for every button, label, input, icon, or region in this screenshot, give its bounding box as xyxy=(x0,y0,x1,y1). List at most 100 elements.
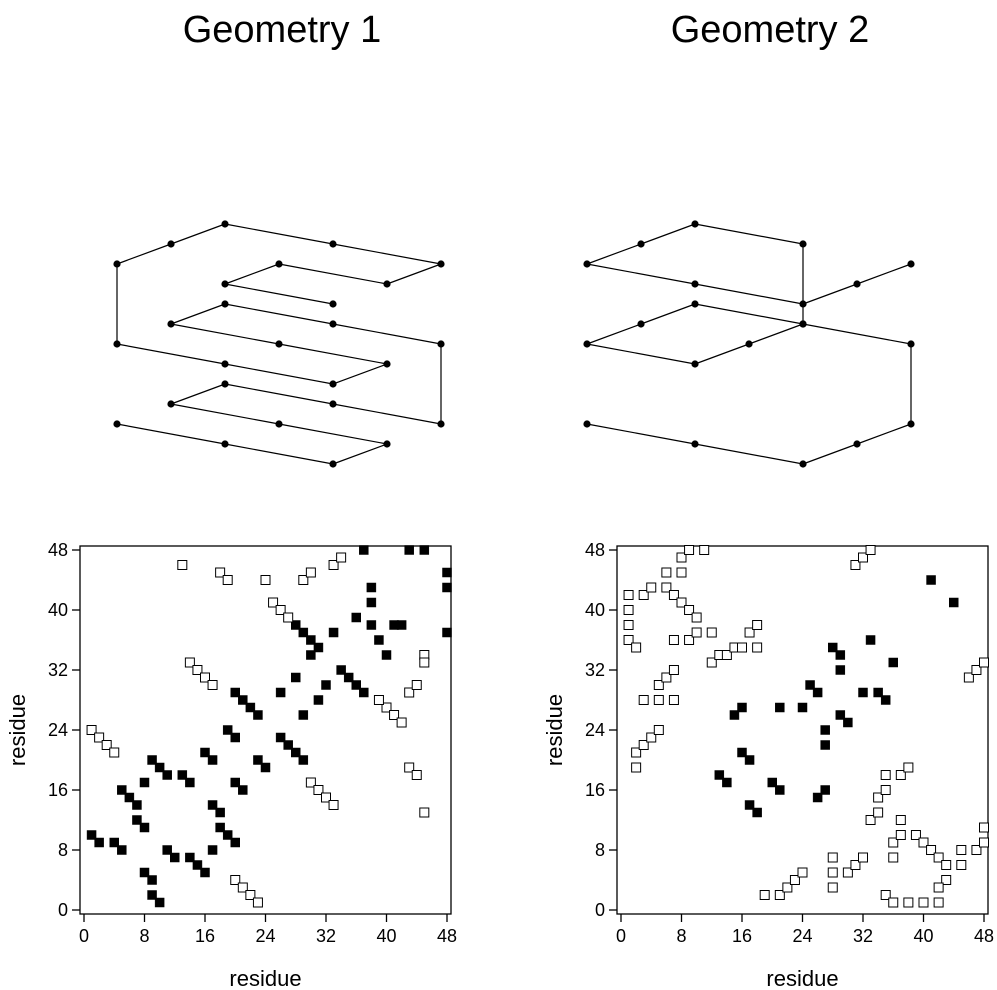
contact-marker-filled xyxy=(843,717,853,728)
contact-marker-filled xyxy=(200,867,210,878)
x-tick-label: 40 xyxy=(376,926,396,946)
y-tick-label: 40 xyxy=(585,600,605,620)
contact-marker-filled xyxy=(858,687,868,698)
residue-bead xyxy=(691,300,699,308)
chain-bond xyxy=(694,283,804,305)
contact-marker-open xyxy=(86,725,97,735)
contact-marker-filled xyxy=(328,627,339,638)
contact-marker-filled xyxy=(321,680,331,690)
contact-marker-filled xyxy=(207,845,218,855)
contact-marker-open xyxy=(404,762,415,773)
contact-marker-filled xyxy=(880,695,891,705)
residue-bead xyxy=(907,340,915,348)
contact-marker-filled xyxy=(714,770,725,780)
contact-marker-filled xyxy=(207,800,218,810)
contact-marker-filled xyxy=(162,845,172,855)
residue-bead xyxy=(799,240,807,248)
chain-bond xyxy=(586,343,696,365)
x-tick-label: 8 xyxy=(139,926,149,946)
contact-marker-open xyxy=(313,785,324,795)
panel-title-geometry-1: Geometry 1 xyxy=(183,9,382,51)
chain-bond xyxy=(802,323,912,345)
contact-marker-open xyxy=(275,605,286,615)
contact-marker-open xyxy=(956,860,967,870)
y-tick-label: 16 xyxy=(585,780,605,800)
contact-marker-filled xyxy=(238,695,248,705)
contact-marker-filled xyxy=(117,785,127,795)
chain-bond xyxy=(694,223,804,245)
contact-marker-open xyxy=(631,747,642,758)
contact-marker-filled xyxy=(313,695,324,705)
contact-marker-filled xyxy=(132,815,142,825)
contact-marker-open xyxy=(880,890,891,900)
residue-bead xyxy=(583,340,591,348)
chain-bond xyxy=(640,303,696,325)
contact-marker-filled xyxy=(177,770,188,780)
contact-marker-open xyxy=(850,560,861,570)
contact-marker-filled xyxy=(865,635,876,645)
contact-marker-open xyxy=(268,597,279,608)
chain-bond xyxy=(224,283,334,305)
contact-marker-open xyxy=(419,807,430,818)
contact-marker-open xyxy=(623,620,634,630)
residue-bead xyxy=(907,260,915,268)
residue-bead xyxy=(113,340,121,348)
residue-bead xyxy=(221,380,229,388)
chain-bond xyxy=(278,423,388,445)
contact-marker-open xyxy=(895,815,906,825)
contact-marker-filled xyxy=(124,792,135,803)
x-tick-label: 40 xyxy=(913,926,933,946)
residue-bead xyxy=(853,440,861,448)
contact-marker-filled xyxy=(744,755,755,765)
residue-bead xyxy=(853,280,861,288)
contact-marker-filled xyxy=(729,710,740,720)
chain-bond xyxy=(170,403,280,425)
contact-marker-open xyxy=(109,747,120,758)
contact-marker-open xyxy=(774,890,785,900)
contact-marker-open xyxy=(668,635,679,645)
contact-marker-open xyxy=(631,762,642,773)
contact-marker-open xyxy=(706,657,717,668)
contact-marker-open xyxy=(321,792,331,803)
contact-map-geometry-2: 0 8 16 24 32 40 48 0 8 16 24 32 40 48 residue residue xyxy=(542,540,994,990)
x-tick-label: 16 xyxy=(732,926,752,946)
contact-marker-open xyxy=(979,822,989,833)
contact-marker-filled xyxy=(752,807,762,818)
contact-marker-open xyxy=(684,635,695,645)
chain-bond xyxy=(332,363,388,385)
residue-bead xyxy=(167,400,175,408)
contact-marker-open xyxy=(850,860,861,870)
contact-marker-open xyxy=(684,605,695,615)
contact-marker-open xyxy=(298,575,309,585)
x-tick-label: 48 xyxy=(974,926,994,946)
contact-marker-open xyxy=(245,890,256,900)
contact-marker-open xyxy=(222,575,233,585)
contact-marker-filled xyxy=(442,567,452,578)
contact-marker-open xyxy=(699,545,710,555)
contact-marker-open xyxy=(638,695,649,705)
contact-marker-filled xyxy=(805,680,815,690)
y-tick-label: 0 xyxy=(58,900,68,920)
chain-bond xyxy=(224,303,334,325)
contact-marker-filled xyxy=(253,755,263,765)
contact-marker-open xyxy=(94,732,105,743)
contact-marker-filled xyxy=(207,755,218,765)
lattice-chain-geometry-2 xyxy=(583,220,915,468)
contact-marker-filled xyxy=(185,777,195,788)
chain-bond xyxy=(856,263,912,285)
contact-marker-filled xyxy=(260,762,271,773)
x-tick-label: 32 xyxy=(316,926,336,946)
contact-marker-filled xyxy=(306,635,316,645)
plot-frame xyxy=(616,545,989,915)
residue-bead xyxy=(383,280,391,288)
contact-marker-open xyxy=(328,560,339,570)
residue-bead xyxy=(437,260,445,268)
contact-marker-filled xyxy=(86,830,97,840)
residue-bead xyxy=(907,420,915,428)
contact-marker-open xyxy=(873,807,884,818)
y-tick-label: 8 xyxy=(58,840,68,860)
contact-marker-filled xyxy=(147,875,157,885)
contact-marker-open xyxy=(744,627,755,638)
y-tick-label: 24 xyxy=(585,720,605,740)
contact-marker-open xyxy=(888,837,899,848)
